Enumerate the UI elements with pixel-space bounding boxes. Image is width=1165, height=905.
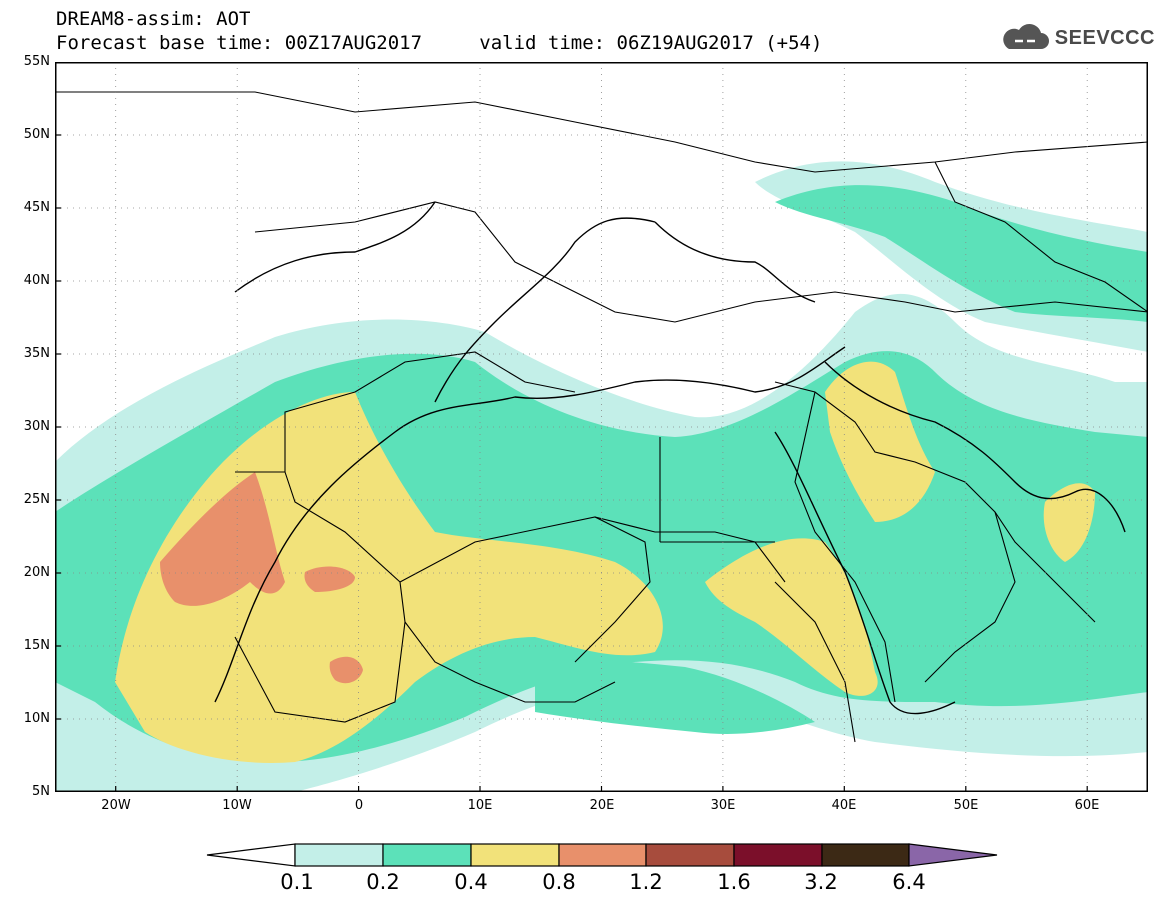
lat-label: 55N [23, 54, 50, 69]
lat-label: 20N [23, 565, 50, 580]
lon-label: 0 [354, 798, 364, 813]
lon-label: 20E [589, 798, 615, 813]
lat-label: 40N [23, 273, 50, 288]
lat-label: 5N [32, 784, 50, 799]
colorbar-segment [382, 843, 472, 867]
logo-text: SEEVCCC [1054, 26, 1155, 49]
map-title: DREAM8-assim: AOT [56, 8, 251, 30]
lat-label: 30N [23, 419, 50, 434]
country-borders [55, 91, 1148, 743]
colorbar-segment [733, 843, 823, 867]
map-border [55, 62, 1148, 792]
lat-label: 15N [23, 638, 50, 653]
lon-label: 30E [710, 798, 736, 813]
forecast-times: Forecast base time: 00Z17AUG2017 valid t… [56, 32, 822, 54]
lon-label: 60E [1074, 798, 1100, 813]
colorbar-label: 6.4 [892, 870, 926, 894]
forecast-base-time: Forecast base time: 00Z17AUG2017 [56, 32, 423, 54]
lon-label: 40E [831, 798, 857, 813]
colorbar-segment [821, 843, 910, 867]
cloud-icon [1003, 24, 1049, 49]
lat-lon-grid [55, 62, 1148, 792]
lat-label: 10N [23, 711, 50, 726]
colorbar-high-arrow [908, 843, 998, 867]
colorbar-segment [470, 843, 560, 867]
lon-label: 10W [222, 798, 252, 813]
aot-contour-0.8 [160, 472, 363, 684]
seevccc-logo: SEEVCCC [999, 22, 1155, 54]
coastlines [214, 201, 1126, 715]
lon-label: 20W [101, 798, 131, 813]
lat-label: 25N [23, 492, 50, 507]
colorbar-segment [645, 843, 735, 867]
colorbar-label: 0.1 [280, 870, 314, 894]
colorbar-label: 0.8 [542, 870, 576, 894]
colorbar-label: 1.2 [629, 870, 663, 894]
colorbar-low-arrow [206, 843, 296, 867]
map-canvas [55, 62, 1148, 792]
aot-map [55, 62, 1148, 792]
lon-label: 50E [953, 798, 979, 813]
lat-label: 35N [23, 346, 50, 361]
colorbar-label: 0.4 [454, 870, 488, 894]
valid-time: valid time: 06Z19AUG2017 (+54) [479, 32, 823, 54]
lat-label: 45N [23, 200, 50, 215]
colorbar-label: 1.6 [717, 870, 751, 894]
colorbar [206, 843, 998, 867]
colorbar-label: 3.2 [804, 870, 838, 894]
lon-label: 10E [467, 798, 493, 813]
colorbar-segment [294, 843, 384, 867]
colorbar-segment [558, 843, 647, 867]
colorbar-label: 0.2 [366, 870, 400, 894]
lat-label: 50N [23, 127, 50, 142]
